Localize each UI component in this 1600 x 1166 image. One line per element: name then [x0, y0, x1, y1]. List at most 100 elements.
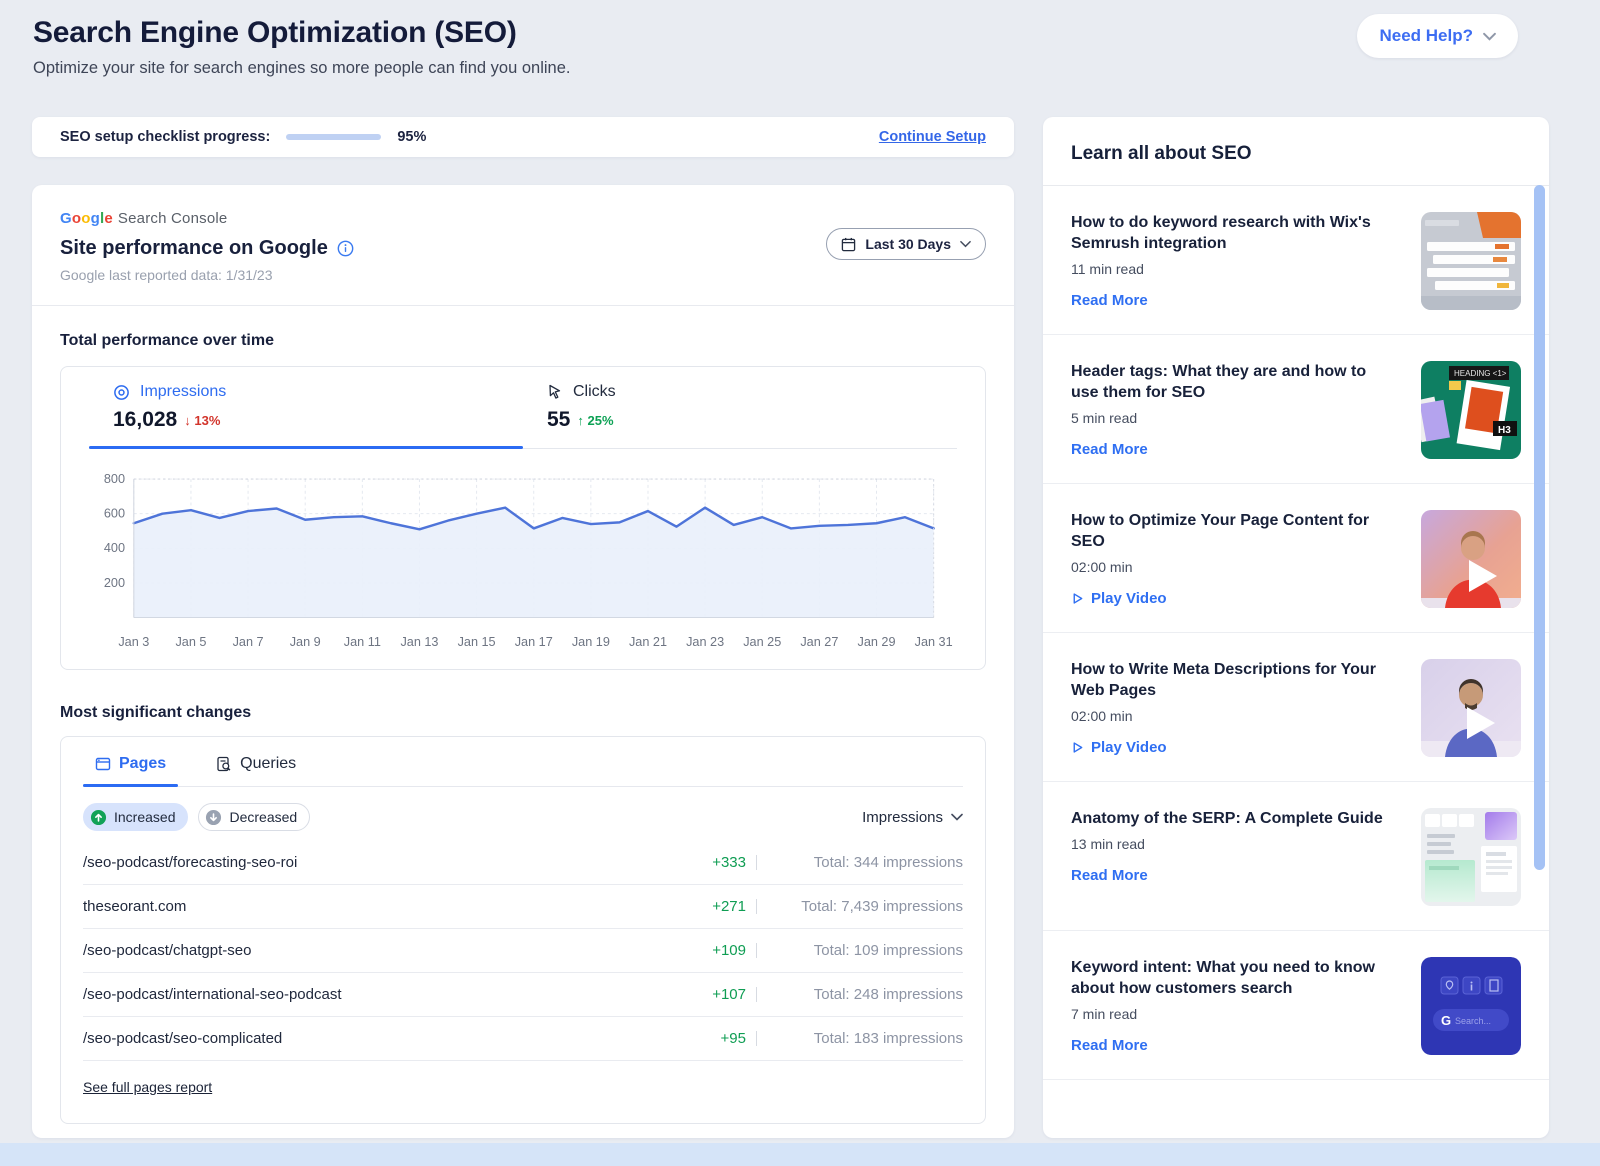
page-header: Search Engine Optimization (SEO) Optimiz… — [33, 16, 570, 78]
search-placeholder-text: Search... — [1455, 1016, 1491, 1026]
svg-text:800: 800 — [104, 472, 125, 486]
see-full-pages-report-link[interactable]: See full pages report — [83, 1079, 213, 1095]
video-thumbnail-man[interactable] — [1421, 659, 1521, 757]
changes-table: /seo-podcast/forecasting-seo-roi +333 Tot… — [83, 841, 963, 1061]
article-thumbnail-header-tags[interactable]: HEADING <1> H3 — [1421, 361, 1521, 459]
article-meta: 02:00 min — [1071, 559, 1133, 575]
svg-text:400: 400 — [104, 541, 125, 555]
change-value: +109 — [712, 942, 746, 959]
table-row: theseorant.com +271 Total: 7,439 impressi… — [83, 885, 963, 929]
date-range-dropdown[interactable]: Last 30 Days — [826, 228, 986, 260]
bottom-edge-band — [0, 1143, 1600, 1166]
article-thumbnail-serp[interactable] — [1421, 808, 1521, 906]
read-more-link[interactable]: Read More — [1071, 1037, 1148, 1054]
line-chart: 200 400 600 800 Jan 3 Jan 5 Jan 7 Jan 9 Jan 11 Ja… — [104, 472, 953, 649]
svg-text:Jan 9: Jan 9 — [290, 635, 321, 649]
play-overlay-icon — [1469, 560, 1497, 592]
impressions-chart: 200 400 600 800 Jan 3 Jan 5 Jan 7 Jan 9 Jan 11 Ja… — [61, 449, 985, 659]
svg-text:Jan 19: Jan 19 — [572, 635, 610, 649]
increased-label: Increased — [114, 809, 176, 825]
svg-text:Jan 29: Jan 29 — [857, 635, 895, 649]
list-item[interactable]: How to Optimize Your Page Content for SE… — [1043, 484, 1549, 633]
svg-text:Jan 31: Jan 31 — [915, 635, 953, 649]
list-item[interactable]: How to Write Meta Descriptions for Your … — [1043, 633, 1549, 782]
learn-sidebar: Learn all about SEO How to do keyword re… — [1043, 117, 1549, 1138]
total-performance-heading: Total performance over time — [60, 332, 274, 349]
sidebar-scrollbar[interactable] — [1534, 185, 1545, 870]
impressions-icon — [113, 384, 130, 401]
total-impressions: Total: 109 impressions — [813, 942, 963, 959]
decrease-circle-icon — [205, 809, 222, 826]
article-title: How to Optimize Your Page Content for SE… — [1071, 512, 1370, 550]
cursor-click-icon — [547, 384, 563, 400]
sort-dropdown[interactable]: Impressions — [862, 809, 963, 826]
calendar-icon — [841, 237, 856, 252]
article-thumbnail-semrush[interactable] — [1421, 212, 1521, 310]
list-item[interactable]: Keyword intent: What you need to know ab… — [1043, 931, 1549, 1080]
svg-text:Jan 27: Jan 27 — [800, 635, 838, 649]
date-range-label: Last 30 Days — [865, 236, 951, 252]
list-item[interactable]: Header tags: What they are and how to us… — [1043, 335, 1549, 484]
change-value: +107 — [712, 986, 746, 1003]
change-value: +333 — [712, 854, 746, 871]
clicks-value: 55 — [547, 408, 571, 431]
total-impressions: Total: 7,439 impressions — [801, 898, 963, 915]
need-help-button[interactable]: Need Help? — [1357, 14, 1518, 58]
impressions-label: Impressions — [140, 383, 227, 400]
tab-pages[interactable]: Pages — [83, 755, 179, 787]
svg-text:600: 600 — [104, 507, 125, 521]
table-row: /seo-podcast/chatgpt-seo +109 Total: 109 … — [83, 929, 963, 973]
arrow-down-icon: ↓ — [184, 412, 191, 428]
video-thumbnail-woman[interactable] — [1421, 510, 1521, 608]
page-title: Search Engine Optimization (SEO) — [33, 16, 517, 49]
list-item[interactable]: Anatomy of the SERP: A Complete Guide 13… — [1043, 782, 1549, 931]
filter-decreased[interactable]: Decreased — [198, 803, 311, 831]
queries-icon — [216, 756, 232, 772]
tab-queries[interactable]: Queries — [204, 755, 308, 786]
need-help-label: Need Help? — [1379, 26, 1473, 45]
change-filters: Increased Decreased Impressions — [61, 787, 985, 835]
article-title: Keyword intent: What you need to know ab… — [1071, 959, 1375, 997]
sort-label: Impressions — [862, 808, 943, 826]
play-icon — [1071, 592, 1084, 605]
google-g-letter: G — [1441, 1013, 1451, 1028]
info-icon[interactable] — [337, 240, 354, 257]
article-thumbnail-keyword-intent[interactable]: G Search... — [1421, 957, 1521, 1055]
tab-impressions[interactable]: Impressions 16,028 ↓ 13% — [89, 383, 523, 449]
last-reported-text: Google last reported data: 1/31/23 — [60, 267, 273, 283]
list-item[interactable]: How to do keyword research with Wix's Se… — [1043, 186, 1549, 335]
filter-increased[interactable]: Increased — [83, 803, 189, 831]
page-subtitle: Optimize your site for search engines so… — [33, 59, 571, 77]
google-search-console-logo: Google Search Console — [60, 210, 986, 227]
location-pin-icon — [1445, 980, 1454, 990]
significant-changes-heading: Most significant changes — [60, 704, 252, 721]
performance-title: Site performance on Google — [60, 237, 328, 259]
svg-text:Jan 23: Jan 23 — [686, 635, 724, 649]
article-meta: 13 min read — [1071, 836, 1145, 852]
article-title: Anatomy of the SERP: A Complete Guide — [1071, 810, 1383, 827]
continue-setup-link[interactable]: Continue Setup — [878, 129, 986, 145]
svg-text:Jan 21: Jan 21 — [629, 635, 667, 649]
read-more-link[interactable]: Read More — [1071, 441, 1148, 458]
play-overlay-icon — [1467, 707, 1495, 739]
svg-text:200: 200 — [104, 576, 125, 590]
page-path: /seo-podcast/seo-complicated — [83, 1030, 283, 1047]
change-value: +95 — [720, 1030, 746, 1047]
table-row: /seo-podcast/seo-complicated +95 Total: 1… — [83, 1017, 963, 1061]
read-more-link[interactable]: Read More — [1071, 292, 1148, 309]
google-wordmark: Google — [60, 210, 113, 227]
table-row: /seo-podcast/forecasting-seo-roi +333 Tot… — [83, 841, 963, 885]
learn-title: Learn all about SEO — [1043, 117, 1549, 186]
tab-clicks[interactable]: Clicks 55 ↑ 25% — [523, 383, 957, 448]
chevron-down-icon — [960, 240, 971, 248]
svg-text:Jan 13: Jan 13 — [400, 635, 438, 649]
svg-text:Jan 17: Jan 17 — [515, 635, 553, 649]
play-video-link[interactable]: Play Video — [1071, 590, 1399, 607]
play-video-link[interactable]: Play Video — [1071, 739, 1399, 756]
read-more-link[interactable]: Read More — [1071, 867, 1148, 884]
heading-badge-text: HEADING <1> — [1454, 369, 1507, 378]
page-path: /seo-podcast/chatgpt-seo — [83, 942, 252, 959]
checklist-label: SEO setup checklist progress: — [60, 129, 271, 145]
article-title: How to Write Meta Descriptions for Your … — [1071, 661, 1376, 699]
table-row: /seo-podcast/international-seo-podcast +… — [83, 973, 963, 1017]
